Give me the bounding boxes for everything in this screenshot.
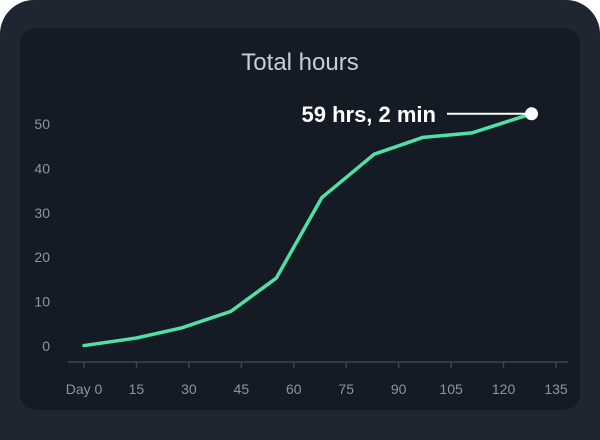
x-tick-label-105: 105 — [439, 381, 463, 397]
y-tick-label-10: 10 — [34, 294, 50, 310]
endpoint-marker — [525, 107, 539, 121]
x-tick-label-45: 45 — [234, 381, 250, 397]
y-tick-label-30: 30 — [34, 205, 50, 221]
callout: 59 hrs, 2 min — [301, 102, 539, 127]
chart-panel — [20, 28, 580, 410]
x-tick-label-75: 75 — [338, 381, 354, 397]
x-tick-label-30: 30 — [181, 381, 197, 397]
x-tick-label-90: 90 — [391, 381, 407, 397]
chart-title: Total hours — [241, 49, 358, 76]
x-axis: Day 0 15 30 45 60 75 90 105 120 135 — [66, 361, 568, 397]
x-tick-label-135: 135 — [544, 381, 568, 397]
y-axis: 0 10 20 30 40 50 — [34, 116, 50, 354]
series-line-0 — [82, 112, 534, 348]
series-layer — [82, 112, 534, 348]
x-tick-label-0: Day 0 — [66, 381, 103, 397]
y-tick-label-50: 50 — [34, 116, 50, 132]
y-tick-label-20: 20 — [34, 249, 50, 265]
y-tick-label-0: 0 — [42, 338, 50, 354]
x-tick-label-120: 120 — [492, 381, 516, 397]
callout-label: 59 hrs, 2 min — [301, 102, 436, 127]
y-tick-label-40: 40 — [34, 160, 50, 176]
x-tick-label-60: 60 — [286, 381, 302, 397]
x-tick-label-15: 15 — [129, 381, 145, 397]
